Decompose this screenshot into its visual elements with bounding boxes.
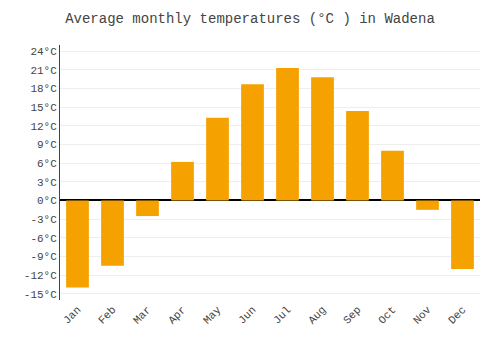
svg-text:Apr: Apr [166,304,188,326]
svg-text:Nov: Nov [411,304,434,327]
svg-text:24°C: 24°C [30,46,57,58]
svg-text:-3°C: -3°C [30,214,57,226]
svg-text:21°C: 21°C [30,65,57,77]
svg-text:Jul: Jul [271,304,293,326]
svg-text:May: May [201,304,224,327]
svg-text:6°C: 6°C [37,158,57,170]
svg-text:Feb: Feb [96,304,118,326]
svg-text:Dec: Dec [446,304,468,326]
svg-text:3°C: 3°C [37,177,57,189]
svg-text:0°C: 0°C [37,195,57,207]
svg-text:-12°C: -12°C [24,270,57,282]
svg-text:-9°C: -9°C [30,251,57,263]
svg-text:-6°C: -6°C [30,233,57,245]
svg-text:Jun: Jun [236,304,258,326]
svg-text:Mar: Mar [131,304,153,326]
svg-text:Aug: Aug [306,304,328,326]
svg-text:Oct: Oct [376,304,398,326]
svg-text:9°C: 9°C [37,139,57,151]
svg-text:-15°C: -15°C [24,289,57,301]
svg-text:15°C: 15°C [30,102,57,114]
svg-text:12°C: 12°C [30,121,57,133]
svg-text:Average monthly temperatures (: Average monthly temperatures (°C ) in Wa… [65,11,435,27]
svg-text:Jan: Jan [61,304,83,326]
svg-text:Sep: Sep [341,304,363,326]
svg-text:18°C: 18°C [30,83,57,95]
